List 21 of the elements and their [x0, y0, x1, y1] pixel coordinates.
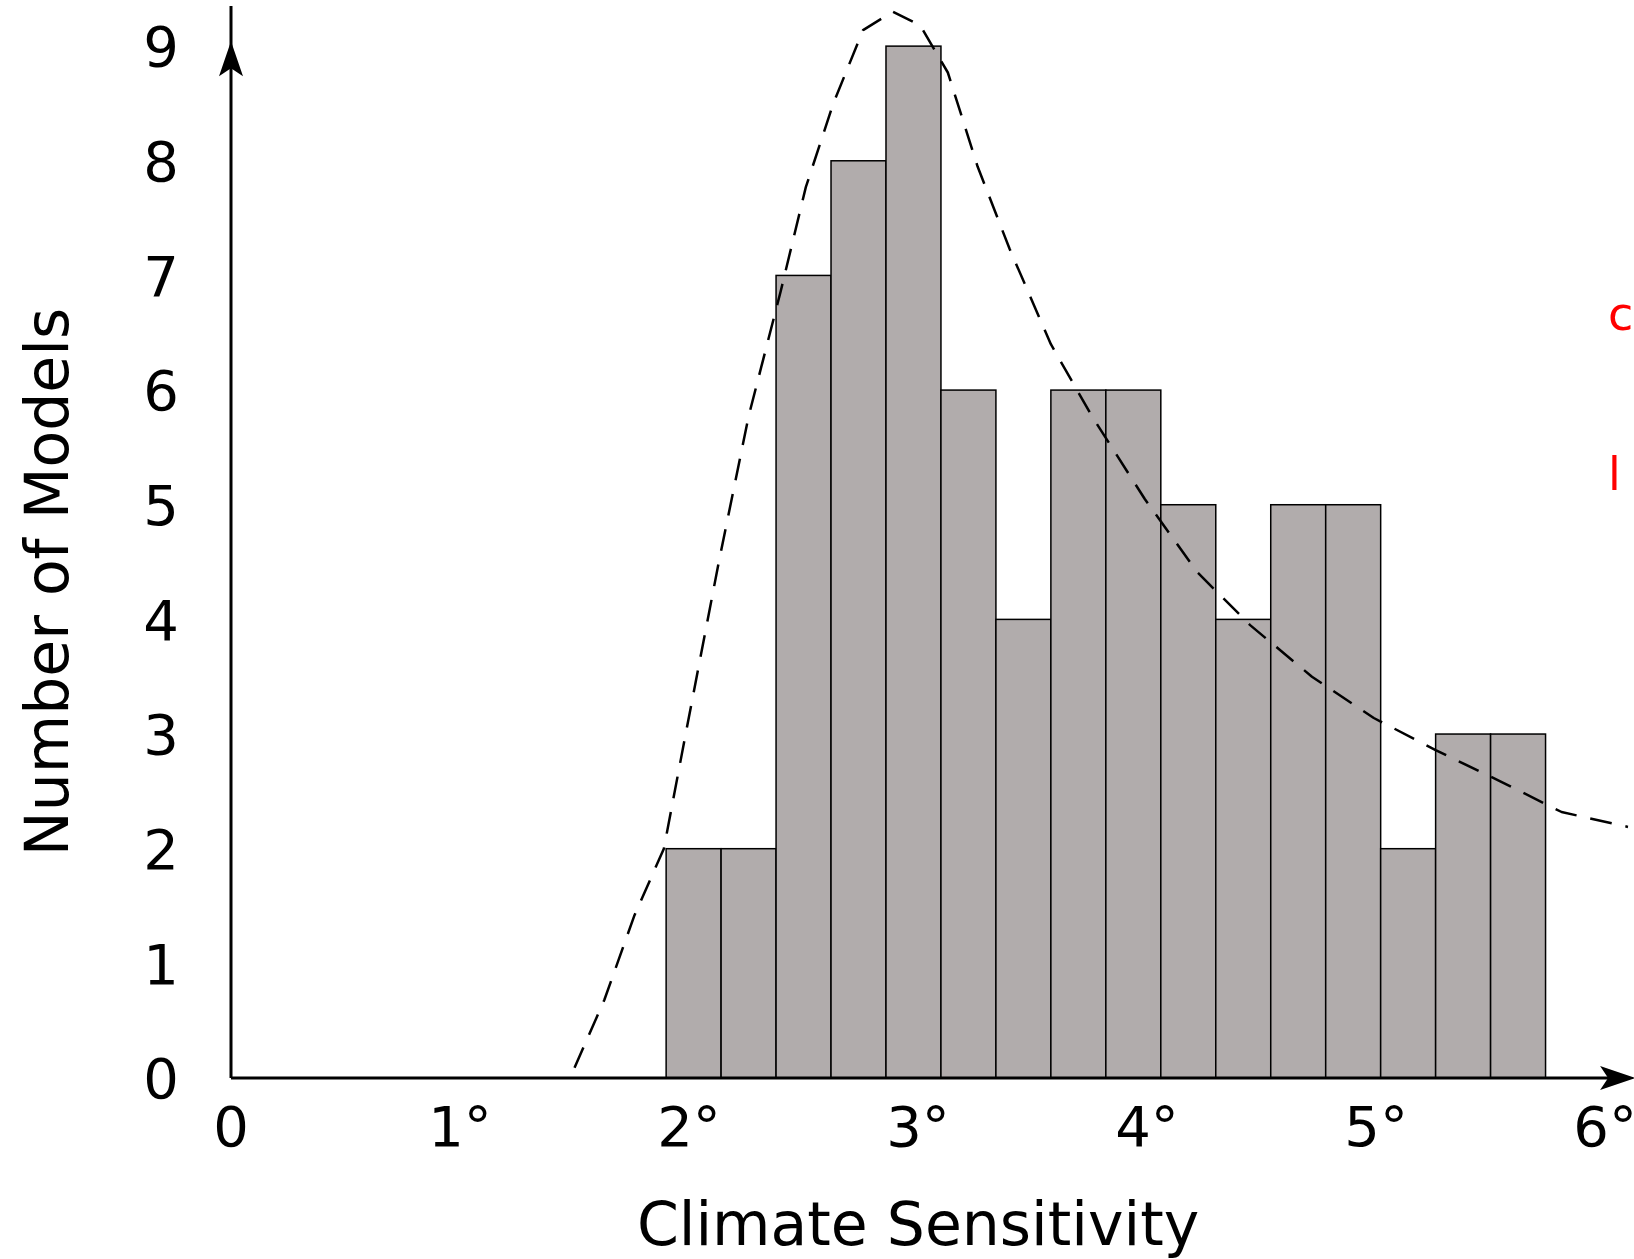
- y-axis-title: Number of Models: [12, 307, 82, 857]
- y-tick-label: 8: [143, 128, 179, 194]
- annotation: c: [1608, 287, 1634, 341]
- x-tick-label: 3°: [886, 1094, 950, 1159]
- y-tick-label: 6: [143, 358, 179, 424]
- y-tick-label: 7: [143, 243, 179, 309]
- x-tick-label: 2°: [657, 1094, 721, 1159]
- y-tick-label: 1: [143, 931, 179, 997]
- x-tick-label: 1°: [428, 1094, 492, 1159]
- x-tick-label: 4°: [1115, 1094, 1179, 1159]
- x-axis-title: Climate Sensitivity: [636, 1189, 1200, 1259]
- x-tick-label: 6°: [1573, 1094, 1634, 1159]
- y-tick-label: 5: [143, 472, 179, 538]
- y-tick-label: 4: [143, 587, 179, 653]
- y-tick-label: 2: [143, 816, 179, 882]
- y-tick-label: 9: [143, 14, 179, 80]
- y-tick-label: 3: [143, 702, 179, 768]
- annotation: l: [1608, 447, 1621, 501]
- x-tick-label: 0: [213, 1094, 249, 1159]
- y-tick-label: 0: [143, 1046, 179, 1112]
- x-tick-label: 5°: [1344, 1094, 1408, 1159]
